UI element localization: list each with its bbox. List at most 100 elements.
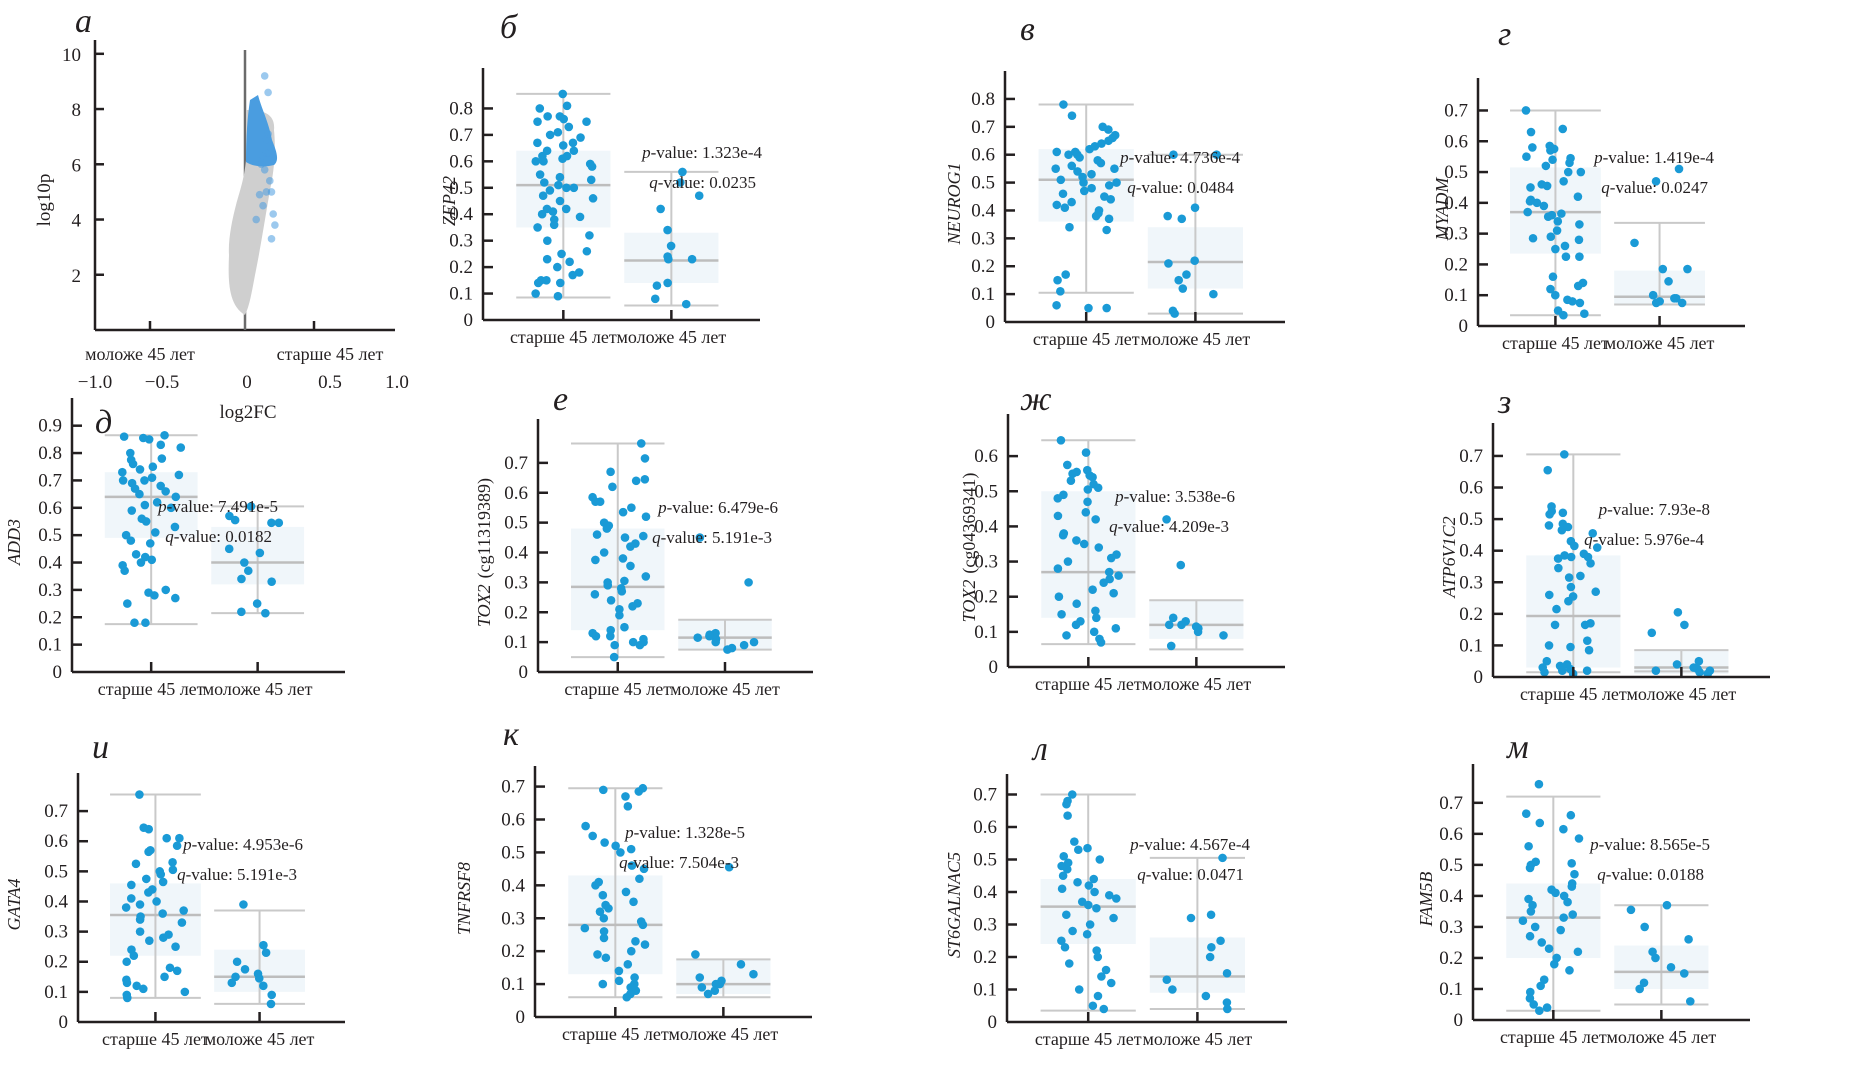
- group-younger: [1149, 853, 1245, 1014]
- data-point: [1091, 515, 1100, 524]
- data-point: [559, 114, 569, 124]
- data-point: [591, 497, 600, 507]
- p-label: p: [1598, 500, 1608, 519]
- data-point: [616, 848, 625, 857]
- data-point: [1072, 536, 1081, 545]
- p-value-text: p-value: 1.328e-5: [624, 823, 745, 842]
- y-tick-label: 0.3: [504, 572, 528, 593]
- panel-letter: з: [1497, 384, 1511, 421]
- x-category-label: моложе 45 лет: [617, 327, 727, 347]
- panel-v: в 0 0.1 0.2 0.3 0.4 0.5 0.6 0.7 0.8 старше 45 лет м…: [944, 11, 1285, 349]
- data-point: [1651, 176, 1661, 186]
- p-value: -value: 6.479e-6: [667, 498, 778, 517]
- x-category-label: моложе 45 лет: [1605, 333, 1715, 353]
- data-point: [135, 927, 145, 936]
- data-point: [1060, 203, 1070, 212]
- data-point: [711, 637, 720, 647]
- y-tick-label: 0.3: [1439, 917, 1463, 938]
- data-point: [152, 897, 161, 906]
- data-point: [1063, 811, 1072, 820]
- q-label: q: [1109, 517, 1118, 536]
- data-point: [267, 577, 276, 586]
- data-point: [1168, 613, 1178, 623]
- data-point: [542, 254, 552, 264]
- data-point: [174, 470, 184, 480]
- data-point: [1176, 560, 1186, 570]
- q-value: -value: 4.209e-3: [1118, 517, 1229, 536]
- data-point: [1666, 962, 1676, 972]
- y-tick-label: 0: [516, 1007, 526, 1028]
- data-point: [1568, 910, 1578, 919]
- y-axis-title: TNFRSF8: [454, 862, 474, 935]
- data-point: [126, 448, 135, 458]
- data-point: [1094, 543, 1104, 552]
- data-point: [1063, 460, 1072, 470]
- data-point: [266, 999, 276, 1009]
- y-tick-label: 0.7: [501, 777, 525, 798]
- data-point: [1552, 226, 1562, 235]
- data-point: [614, 976, 624, 986]
- data-point: [1083, 843, 1092, 853]
- data-point: [1111, 624, 1121, 633]
- y-tick-label: 0.2: [1459, 604, 1483, 625]
- data-point: [1526, 127, 1536, 137]
- data-point: [1683, 264, 1692, 274]
- x-tick-label: −0.5: [145, 372, 179, 393]
- q-value: -value: 5.191e-3: [186, 865, 297, 884]
- data-point: [240, 964, 250, 974]
- data-point: [1559, 824, 1568, 834]
- data-point: [1684, 935, 1693, 944]
- panel-d: д 0 0.1 0.2 0.3 0.4 0.5 0.6 0.7 0.8 0.9 старше 45 л…: [4, 398, 345, 699]
- data-point: [1084, 881, 1094, 890]
- data-point: [705, 631, 714, 641]
- data-point: [609, 652, 619, 662]
- y-tick-label: 0.3: [971, 228, 995, 249]
- data-point: [1073, 845, 1083, 855]
- data-point: [1104, 136, 1113, 146]
- data-point: [622, 992, 632, 1002]
- data-point: [1065, 222, 1074, 232]
- data-point: [537, 209, 547, 219]
- x-category-label: старше 45 лет: [1033, 329, 1140, 349]
- data-point: [1087, 183, 1096, 193]
- data-point: [1068, 469, 1077, 478]
- data-point: [1674, 164, 1684, 174]
- y-axis-title: ADD3: [4, 519, 24, 566]
- data-point: [1068, 926, 1077, 936]
- data-point: [1106, 553, 1116, 563]
- p-value: -value: 4.567e-4: [1139, 835, 1251, 854]
- data-point: [122, 957, 131, 967]
- x-axis-title: log2FC: [219, 402, 276, 423]
- data-point: [1560, 551, 1569, 560]
- data-point: [1087, 169, 1096, 179]
- data-point: [553, 127, 563, 137]
- data-point: [1553, 217, 1563, 226]
- y-tick-label: 0.7: [971, 117, 995, 138]
- data-point: [160, 972, 169, 982]
- data-point: [1070, 837, 1079, 846]
- y-axis-title: TOX2 (cg04369341): [959, 473, 980, 623]
- data-point: [615, 604, 624, 614]
- panel-a: а 2 4 6 8 10 моложе 45 лет старше 45 лет −1.0 −0.…: [34, 3, 409, 423]
- y-tick-label: 0.7: [973, 785, 997, 806]
- data-point: [1084, 303, 1093, 313]
- q-value-text: q-value: 5.191e-3: [652, 528, 772, 547]
- data-point: [1054, 592, 1064, 602]
- data-point: [641, 512, 651, 521]
- y-tick-label: 0.3: [974, 552, 998, 573]
- data-point: [744, 578, 753, 587]
- data-point: [1559, 176, 1568, 186]
- data-point: [1162, 975, 1172, 985]
- data-point: [586, 175, 596, 185]
- data-point: [533, 117, 542, 126]
- significant-cloud: [246, 95, 278, 167]
- significant-point: [260, 166, 269, 174]
- data-point: [1099, 1004, 1109, 1014]
- data-point: [159, 933, 168, 942]
- data-point: [1523, 207, 1532, 217]
- data-point: [1093, 483, 1103, 493]
- data-point: [1083, 497, 1092, 507]
- data-point: [602, 524, 612, 533]
- x-category-label: моложе 45 лет: [669, 1024, 779, 1044]
- data-point: [620, 533, 630, 542]
